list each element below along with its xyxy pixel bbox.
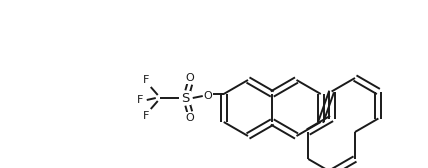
Text: O: O — [185, 113, 194, 123]
Text: O: O — [203, 91, 212, 101]
Text: F: F — [143, 75, 149, 85]
Text: S: S — [181, 92, 190, 104]
Text: F: F — [137, 95, 143, 105]
Text: O: O — [185, 73, 194, 83]
Text: F: F — [143, 111, 149, 121]
